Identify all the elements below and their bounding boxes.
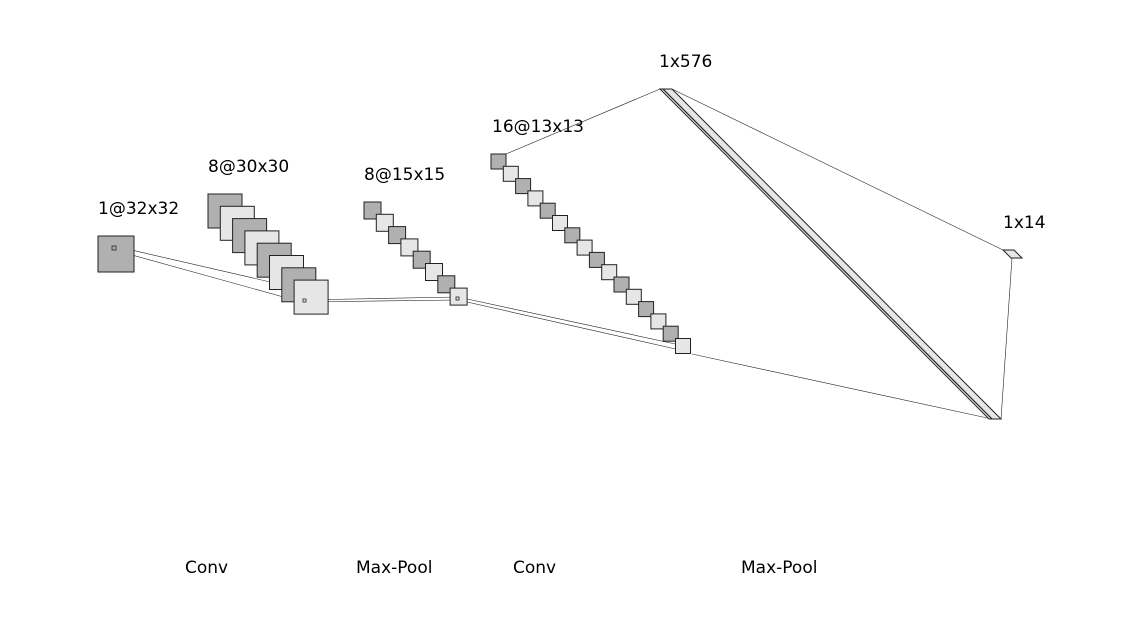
kernel-marker xyxy=(455,296,460,301)
feature-map xyxy=(576,239,593,256)
operation-label-maxpool-1: Max-Pool xyxy=(356,558,432,578)
feature-map xyxy=(662,325,679,342)
operation-label-maxpool-2: Max-Pool xyxy=(741,558,817,578)
layer-label-conv1: 8@30x30 xyxy=(208,157,289,177)
feature-map xyxy=(293,279,329,315)
connection-line xyxy=(113,249,306,304)
output-vector xyxy=(1001,249,1024,259)
feature-map xyxy=(515,178,532,195)
feature-maps-conv2 xyxy=(490,153,691,354)
feature-map xyxy=(675,338,691,354)
feature-map xyxy=(564,227,581,244)
operation-label-conv-1: Conv xyxy=(185,558,228,578)
connection-line xyxy=(302,299,458,303)
feature-map xyxy=(97,235,135,273)
feature-map xyxy=(625,288,642,305)
flatten-vector-edge xyxy=(662,88,993,420)
feature-map xyxy=(539,202,556,219)
feature-map xyxy=(502,165,519,182)
connection-line xyxy=(457,296,681,346)
feature-map xyxy=(490,153,507,170)
kernel-marker xyxy=(111,245,117,251)
feature-map xyxy=(638,301,655,318)
operation-label-conv-2: Conv xyxy=(513,558,556,578)
layer-label-pool1: 8@15x15 xyxy=(364,165,445,185)
connection-line xyxy=(302,296,458,301)
feature-map xyxy=(552,215,568,231)
feature-maps-pool1 xyxy=(363,201,468,306)
connection-line xyxy=(505,88,661,155)
feature-map xyxy=(588,251,605,268)
feature-map xyxy=(527,190,544,207)
feature-map xyxy=(601,264,618,281)
feature-map xyxy=(613,276,630,293)
connection-line xyxy=(691,353,993,420)
feature-map xyxy=(650,313,667,330)
layer-label-conv2: 16@13x13 xyxy=(492,117,584,137)
kernel-marker xyxy=(302,298,307,303)
layer-label-input: 1@32x32 xyxy=(98,199,179,219)
layer-label-output: 1x14 xyxy=(1003,213,1046,233)
feature-maps-input xyxy=(97,235,135,273)
connection-line xyxy=(457,299,681,351)
feature-maps-conv1 xyxy=(207,193,329,315)
connection-lines xyxy=(113,88,1013,420)
connection-line xyxy=(1000,257,1013,420)
layer-label-flatten: 1x576 xyxy=(659,52,712,72)
connection-line xyxy=(671,88,1004,251)
flatten-vector xyxy=(658,88,1003,420)
